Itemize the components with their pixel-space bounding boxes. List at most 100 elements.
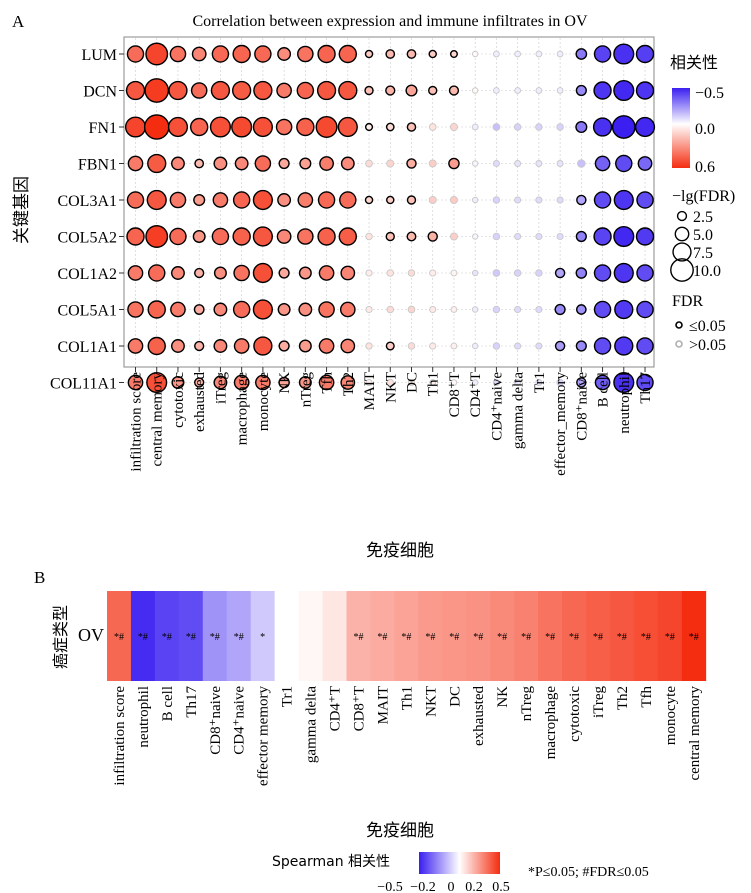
bubble-col5a2-central-memory [145,225,169,248]
bubble-col5a1-itreg [213,302,228,317]
heat-cell-b-cell [154,591,180,681]
bubble-fn1-exhausted [189,117,209,137]
heat-mark-neutrophil: *# [138,632,148,643]
cell-label-central-memory: central memory [150,372,166,467]
bubble-col1a2-macrophage [233,264,250,282]
bubble-fn1-ntreg [296,117,315,137]
bubble-lum-macrophage [232,44,251,64]
cb-tick-neg05: −0.5 [377,880,402,893]
bubble-col1a1-nkt [385,341,395,351]
bubble-dcn-neutrophil [613,79,635,102]
heat-cell-gamma-delta [298,591,323,681]
bubble-col1a1-cd4-t [471,342,479,350]
bubble-col11a1-th17 [636,373,654,392]
panel-a-cell-labels: infiltration score central memory cytotoxi… [129,372,655,476]
bubble-dcn-mait [364,85,374,96]
heat-label-cd4-naive: CD4⁺naive [232,686,248,755]
bubble-dcn-th2 [338,80,358,101]
bubble-col5a2-effector-memory [556,232,564,241]
heat-label-th1: Th1 [399,686,415,710]
bubble-fbn1-th1 [428,159,437,168]
bubble-col5a2-cd4-naive [492,232,501,241]
cell-label-gamma-delta: gamma delta [511,372,527,449]
heat-cell-th1 [394,591,419,681]
heat-cell-exhausted [466,591,491,681]
heat-label-th17: Th17 [184,686,200,718]
panel-b-label: B [34,568,45,587]
heat-mark-tfh: *# [641,632,651,643]
bubble-col1a2-b-cell [593,264,612,282]
bubble-lum-infiltration-score [126,45,145,63]
bubble-col5a1-cd8-naive [576,304,587,315]
bubble-lum-gamma-delta [514,50,522,58]
bubble-col5a1-tr1 [535,305,543,314]
cell-label-itreg: iTreg [213,372,229,404]
bubble-dcn-ntreg [296,81,315,100]
bubble-col1a1-dc [407,342,416,350]
heat-mark-cytotoxic: *# [569,632,579,643]
bubble-col5a2-gamma-delta [514,232,522,241]
bubble-lum-itreg [211,45,230,63]
heat-cell-cytotoxic [562,591,587,681]
bubble-col5a1-th1 [429,305,437,314]
bubble-lum-th17 [635,44,655,64]
heat-label-dc: DC [447,686,463,707]
bubble-col11a1-nk [278,376,290,389]
bubble-dcn-cd4-naive [493,87,500,94]
heat-mark-ntreg: *# [521,632,531,643]
bubble-lum-tfh [317,44,336,64]
bubble-dcn-gamma-delta [514,87,522,94]
bubble-col1a1-exhausted [194,340,205,352]
heat-label-b-cell: B cell [160,686,176,721]
bubble-col3a1-infiltration-score [126,191,145,209]
bubble-fn1-th1 [428,123,437,131]
bubble-lum-tr1 [535,50,543,58]
bubble-col1a2-th2 [340,265,356,281]
cell-label-cd4-naive: CD4⁺naive [489,372,505,441]
bubble-fbn1-th17 [637,156,653,171]
bubble-col5a1-gamma-delta [514,305,522,314]
heat-label-cd4-t: CD4⁺T [328,686,344,731]
bubble-dcn-nk [276,82,292,99]
bubble-col1a2-cd8-t [450,269,458,277]
bubble-col5a2-cd4-t [472,233,479,240]
bubble-col1a1-th1 [429,342,437,350]
bubble-lum-dc [406,49,417,59]
heat-cell-effector-memory [250,591,276,681]
bubble-lum-central-memory [145,42,169,66]
bubble-dcn-cd8-t [448,85,460,96]
bubble-fbn1-effector-memory [556,160,564,167]
corr-tick-neg: −0.5 [695,85,724,102]
bubble-dcn-tr1 [535,87,543,94]
bubble-fbn1-macrophage [234,156,249,171]
bubble-fbn1-cd8-naive [577,159,586,168]
bubble-dcn-effector-memory [556,87,564,94]
bubble-col11a1-cytotoxic [171,376,185,390]
gene-label-lum: LUM [81,47,117,64]
bubble-col5a2-monocyte [252,226,273,247]
bubble-col3a1-cytotoxic [169,191,187,209]
bubble-fbn1-tfh [319,156,334,171]
heat-label-cd8-naive: CD8⁺naive [208,686,224,755]
bubble-col5a1-b-cell [593,300,612,319]
cell-label-neutrophil: neutrophil [617,372,633,434]
bubble-fn1-monocyte [252,116,273,138]
heat-cell-dc [442,591,467,681]
bubble-col1a1-b-cell [593,337,612,355]
heat-label-infiltration-score: infiltration score [112,686,128,786]
cb-tick-neg02: −0.2 [410,880,435,893]
heat-mark-effector-memory: * [260,632,265,643]
bubble-col11a1-dc [407,378,416,387]
heat-label-tfh: Tfh [639,686,655,708]
bubble-col3a1-ntreg [297,192,314,208]
bubble-fn1-nk [275,118,293,136]
bubble-col1a1-mait [365,342,373,350]
bubble-dcn-cd8-naive [575,84,587,97]
bubble-col3a1-cd4-naive [492,196,501,204]
heat-cell-cd8-t [346,591,371,681]
cell-label-th17: Th17 [638,372,654,404]
gene-label-dcn: DCN [83,84,117,101]
heat-label-mait: MAIT [375,686,391,724]
bubble-col5a1-central-memory [147,300,166,319]
bubble-col5a2-cd8-naive [575,230,587,243]
